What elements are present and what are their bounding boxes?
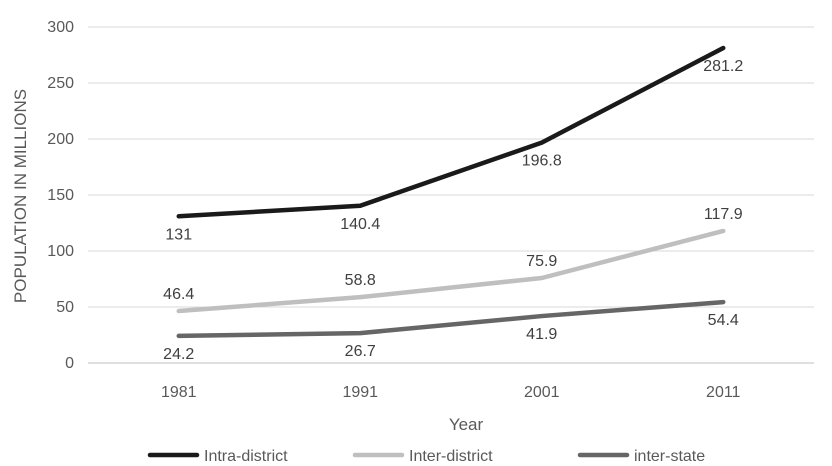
x-tick-label: 2001 — [524, 384, 560, 401]
data-label: 281.2 — [703, 58, 743, 75]
data-label: 54.4 — [708, 312, 739, 329]
y-tick-label: 0 — [65, 355, 74, 372]
y-axis-title: POPULATION IN MILLIONS — [11, 89, 30, 303]
data-label: 117.9 — [704, 206, 743, 223]
legend: Intra-district Inter-district inter-state — [147, 448, 705, 465]
data-label: 140.4 — [340, 216, 380, 233]
x-tick-label: 2011 — [706, 384, 741, 401]
y-tick-label: 150 — [47, 187, 74, 204]
data-labels: 131 140.4 196.8 281.2 46.4 58.8 75.9 117.9 24.2 2… — [163, 58, 743, 363]
series-line — [176, 299, 726, 339]
x-axis-title: Year — [449, 415, 484, 434]
data-label: 75.9 — [526, 253, 557, 270]
legend-label: inter-state — [634, 448, 705, 465]
x-tick-label: 1981 — [161, 384, 197, 401]
data-label: 46.4 — [163, 286, 194, 303]
y-tick-label: 200 — [47, 131, 74, 148]
data-label: 58.8 — [345, 272, 376, 289]
data-label: 24.2 — [163, 346, 194, 363]
gridlines — [88, 26, 814, 364]
y-tick-label: 50 — [56, 299, 74, 316]
series-lines — [176, 45, 726, 339]
legend-label: Intra-district — [204, 448, 288, 465]
y-axis-ticks: 0 50 100 150 200 250 300 — [47, 19, 74, 372]
legend-label: Inter-district — [409, 448, 493, 465]
data-label: 26.7 — [345, 343, 376, 360]
series-line — [176, 45, 726, 219]
y-tick-label: 250 — [47, 75, 74, 92]
series-line — [176, 228, 726, 314]
x-tick-label: 1991 — [342, 384, 378, 401]
data-label: 196.8 — [522, 153, 562, 170]
y-tick-label: 300 — [47, 19, 74, 36]
data-label: 131 — [165, 226, 192, 243]
y-tick-label: 100 — [47, 243, 74, 260]
x-axis-ticks: 1981 1991 2001 2011 — [161, 384, 741, 401]
data-label: 41.9 — [526, 326, 557, 343]
